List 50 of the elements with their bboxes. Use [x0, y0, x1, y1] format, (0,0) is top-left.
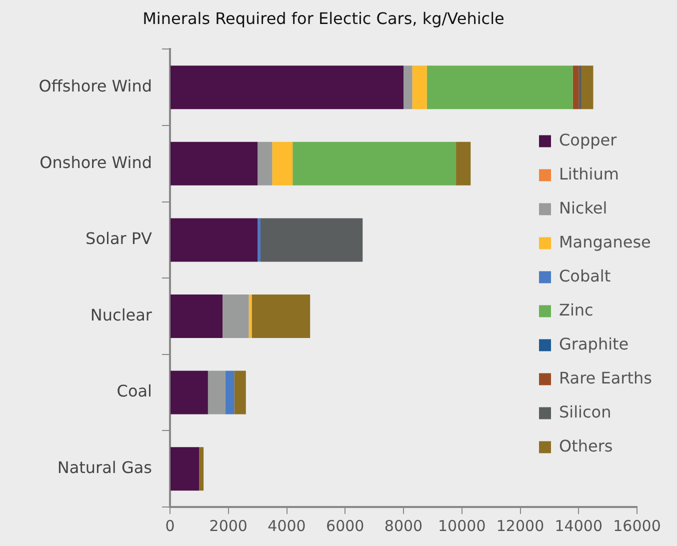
bar	[272, 142, 293, 186]
bar	[404, 66, 412, 110]
bar	[170, 370, 208, 414]
x-tick-label: 0	[165, 516, 175, 535]
x-tick-label: 16000	[613, 516, 661, 535]
bar	[258, 218, 260, 262]
x-tick-label: 14000	[554, 516, 602, 535]
x-tick-label: 8000	[384, 516, 423, 535]
y-tick-label: Coal	[116, 382, 152, 401]
legend-label: Silicon	[559, 402, 612, 422]
bar	[199, 447, 204, 491]
bar	[578, 66, 582, 110]
bar	[222, 294, 249, 338]
x-tick-label: 2000	[209, 516, 248, 535]
bar	[225, 370, 234, 414]
bar	[582, 66, 594, 110]
bar	[170, 142, 258, 186]
bar	[234, 370, 246, 414]
legend-label: Copper	[559, 130, 618, 150]
legend-label: Lithium	[559, 164, 619, 184]
legend-label: Others	[559, 436, 613, 456]
x-tick-label: 10000	[438, 516, 486, 535]
legend-label: Zinc	[559, 300, 594, 320]
bar	[292, 142, 456, 186]
legend-label: Graphite	[559, 334, 629, 354]
y-tick-label: Nuclear	[90, 305, 152, 324]
bar	[260, 218, 363, 262]
y-tick-label: Offshore Wind	[38, 76, 152, 96]
x-tick-label: 12000	[496, 516, 544, 535]
bar	[170, 294, 223, 338]
bar	[252, 294, 310, 338]
legend-label: Nickel	[559, 198, 608, 218]
bar	[426, 66, 573, 110]
bar	[456, 142, 471, 186]
x-tick-label: 4000	[268, 516, 306, 535]
x-tick-label: 6000	[326, 516, 364, 535]
bar	[208, 370, 226, 414]
bar	[170, 66, 404, 110]
chart-title: Minerals Required for Electic Cars, kg/Vehicle	[142, 8, 504, 28]
bar	[412, 66, 427, 110]
legend-label: Cobalt	[559, 266, 611, 286]
y-tick-label: Solar PV	[86, 229, 152, 248]
bar	[258, 142, 272, 186]
legend-label: Rare Earths	[559, 368, 652, 388]
bar	[170, 447, 200, 491]
bar	[572, 66, 579, 110]
y-tick-label: Onshore Wind	[40, 152, 152, 172]
bar	[170, 218, 258, 262]
y-tick-label: Natural Gas	[57, 458, 152, 478]
legend-label: Manganese	[559, 232, 651, 252]
